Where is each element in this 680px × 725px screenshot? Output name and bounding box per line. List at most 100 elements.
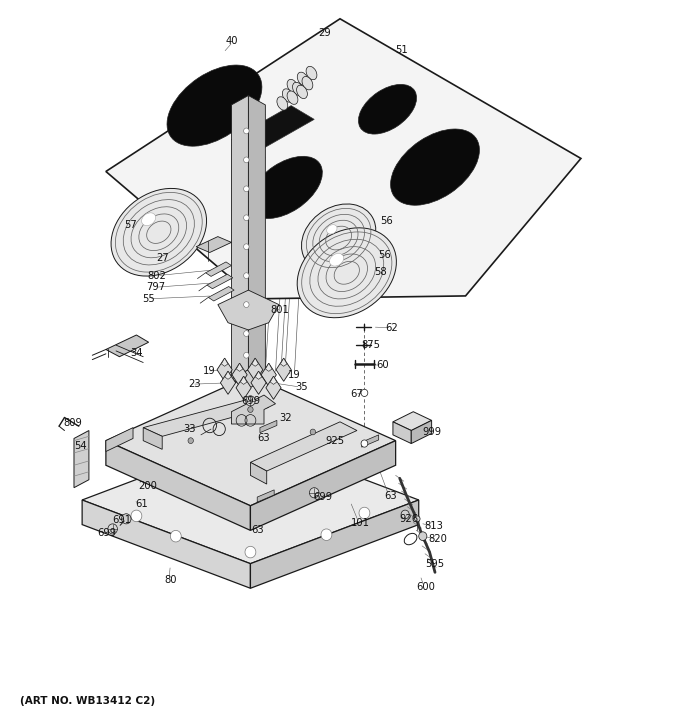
Polygon shape [276, 358, 291, 381]
Text: 32: 32 [279, 413, 292, 423]
Polygon shape [250, 441, 396, 531]
Text: 58: 58 [375, 267, 387, 277]
Polygon shape [280, 358, 287, 366]
Text: 101: 101 [351, 518, 370, 528]
Ellipse shape [297, 72, 308, 86]
Circle shape [321, 529, 332, 541]
Ellipse shape [326, 225, 337, 234]
Polygon shape [231, 106, 314, 154]
Circle shape [243, 244, 249, 249]
Text: 691: 691 [112, 515, 131, 525]
Text: 600: 600 [416, 582, 435, 592]
Circle shape [243, 273, 249, 278]
Ellipse shape [292, 82, 303, 96]
Circle shape [243, 186, 249, 191]
Text: 699: 699 [313, 492, 332, 502]
Polygon shape [208, 286, 234, 301]
Text: 56: 56 [379, 216, 392, 226]
Polygon shape [248, 358, 262, 381]
Ellipse shape [282, 88, 293, 102]
Text: 62: 62 [385, 323, 398, 333]
Circle shape [243, 352, 249, 358]
Polygon shape [143, 428, 163, 450]
Ellipse shape [297, 228, 396, 318]
Polygon shape [106, 428, 133, 452]
Polygon shape [231, 370, 265, 389]
Polygon shape [260, 420, 277, 433]
Polygon shape [196, 236, 231, 252]
Polygon shape [143, 399, 269, 436]
Circle shape [245, 396, 255, 406]
Polygon shape [240, 376, 247, 384]
Text: (ART NO. WB13412 C2): (ART NO. WB13412 C2) [20, 696, 155, 706]
Circle shape [188, 438, 193, 444]
Text: 63: 63 [258, 434, 271, 444]
Text: 63: 63 [251, 526, 264, 535]
Circle shape [309, 488, 319, 498]
Text: 23: 23 [188, 379, 201, 389]
Text: 813: 813 [424, 521, 443, 531]
Polygon shape [265, 363, 272, 371]
Polygon shape [237, 363, 243, 371]
Text: 60: 60 [377, 360, 389, 370]
Ellipse shape [287, 79, 298, 93]
Text: 200: 200 [138, 481, 156, 491]
Polygon shape [217, 358, 233, 381]
Text: 29: 29 [319, 28, 331, 38]
Text: 34: 34 [130, 348, 143, 358]
Polygon shape [106, 441, 250, 531]
Polygon shape [411, 420, 432, 444]
Text: 801: 801 [271, 305, 290, 315]
Text: 926: 926 [400, 514, 419, 523]
Polygon shape [225, 371, 231, 379]
Polygon shape [82, 500, 250, 588]
Circle shape [108, 524, 118, 534]
Polygon shape [250, 422, 357, 471]
Circle shape [401, 510, 409, 519]
Circle shape [122, 514, 131, 524]
Text: 999: 999 [422, 427, 441, 437]
Polygon shape [232, 363, 247, 386]
Text: 63: 63 [384, 491, 396, 501]
Polygon shape [252, 358, 258, 366]
Text: 40: 40 [225, 36, 238, 46]
Polygon shape [82, 436, 419, 563]
Ellipse shape [330, 254, 343, 266]
Polygon shape [74, 431, 89, 488]
Text: 54: 54 [74, 442, 87, 452]
Circle shape [361, 440, 368, 447]
Polygon shape [220, 371, 236, 394]
Ellipse shape [301, 204, 376, 272]
Circle shape [171, 531, 181, 542]
Text: 19: 19 [203, 366, 216, 376]
Circle shape [310, 429, 316, 435]
Polygon shape [250, 500, 419, 588]
Ellipse shape [302, 77, 313, 90]
Circle shape [243, 128, 249, 134]
Polygon shape [218, 290, 279, 330]
Circle shape [361, 389, 368, 397]
Polygon shape [231, 395, 275, 424]
Text: 797: 797 [146, 282, 165, 292]
Polygon shape [106, 376, 396, 506]
Ellipse shape [306, 67, 317, 80]
Text: 820: 820 [428, 534, 447, 544]
Ellipse shape [358, 84, 417, 134]
Polygon shape [270, 376, 277, 384]
Text: 699: 699 [98, 528, 117, 537]
Text: 925: 925 [326, 436, 345, 446]
Polygon shape [393, 422, 411, 444]
Ellipse shape [141, 213, 156, 225]
Polygon shape [250, 463, 267, 484]
Ellipse shape [296, 85, 307, 99]
Text: 51: 51 [394, 45, 407, 55]
Ellipse shape [390, 129, 479, 205]
Ellipse shape [111, 188, 207, 276]
Ellipse shape [167, 65, 262, 146]
Polygon shape [236, 376, 251, 399]
Circle shape [248, 407, 253, 413]
Text: 19: 19 [288, 370, 301, 380]
Polygon shape [393, 412, 432, 431]
Circle shape [245, 547, 256, 558]
Polygon shape [231, 96, 248, 379]
